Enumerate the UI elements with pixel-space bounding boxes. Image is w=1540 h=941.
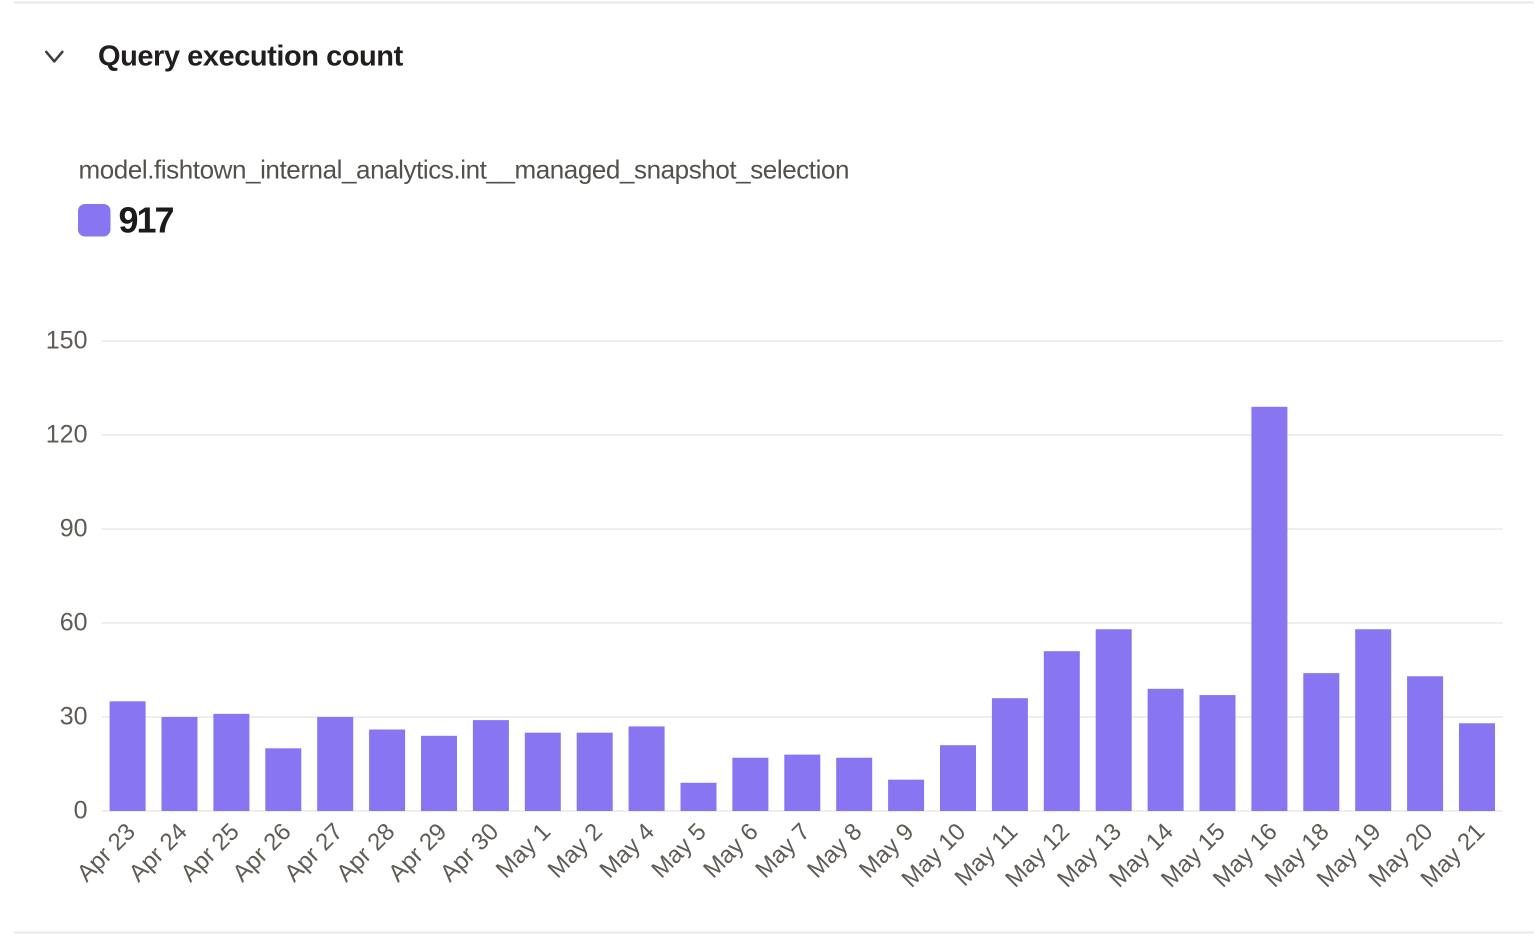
svg-text:0: 0 (74, 797, 88, 825)
svg-text:60: 60 (60, 609, 88, 637)
svg-text:120: 120 (46, 421, 88, 449)
svg-text:model.fishtown_internal_analyt: model.fishtown_internal_analytics.int__m… (79, 155, 850, 185)
svg-text:917: 917 (119, 200, 174, 241)
svg-text:150: 150 (46, 327, 88, 355)
svg-text:Query execution count: Query execution count (98, 41, 404, 73)
svg-text:90: 90 (60, 515, 88, 543)
svg-text:30: 30 (60, 703, 88, 731)
